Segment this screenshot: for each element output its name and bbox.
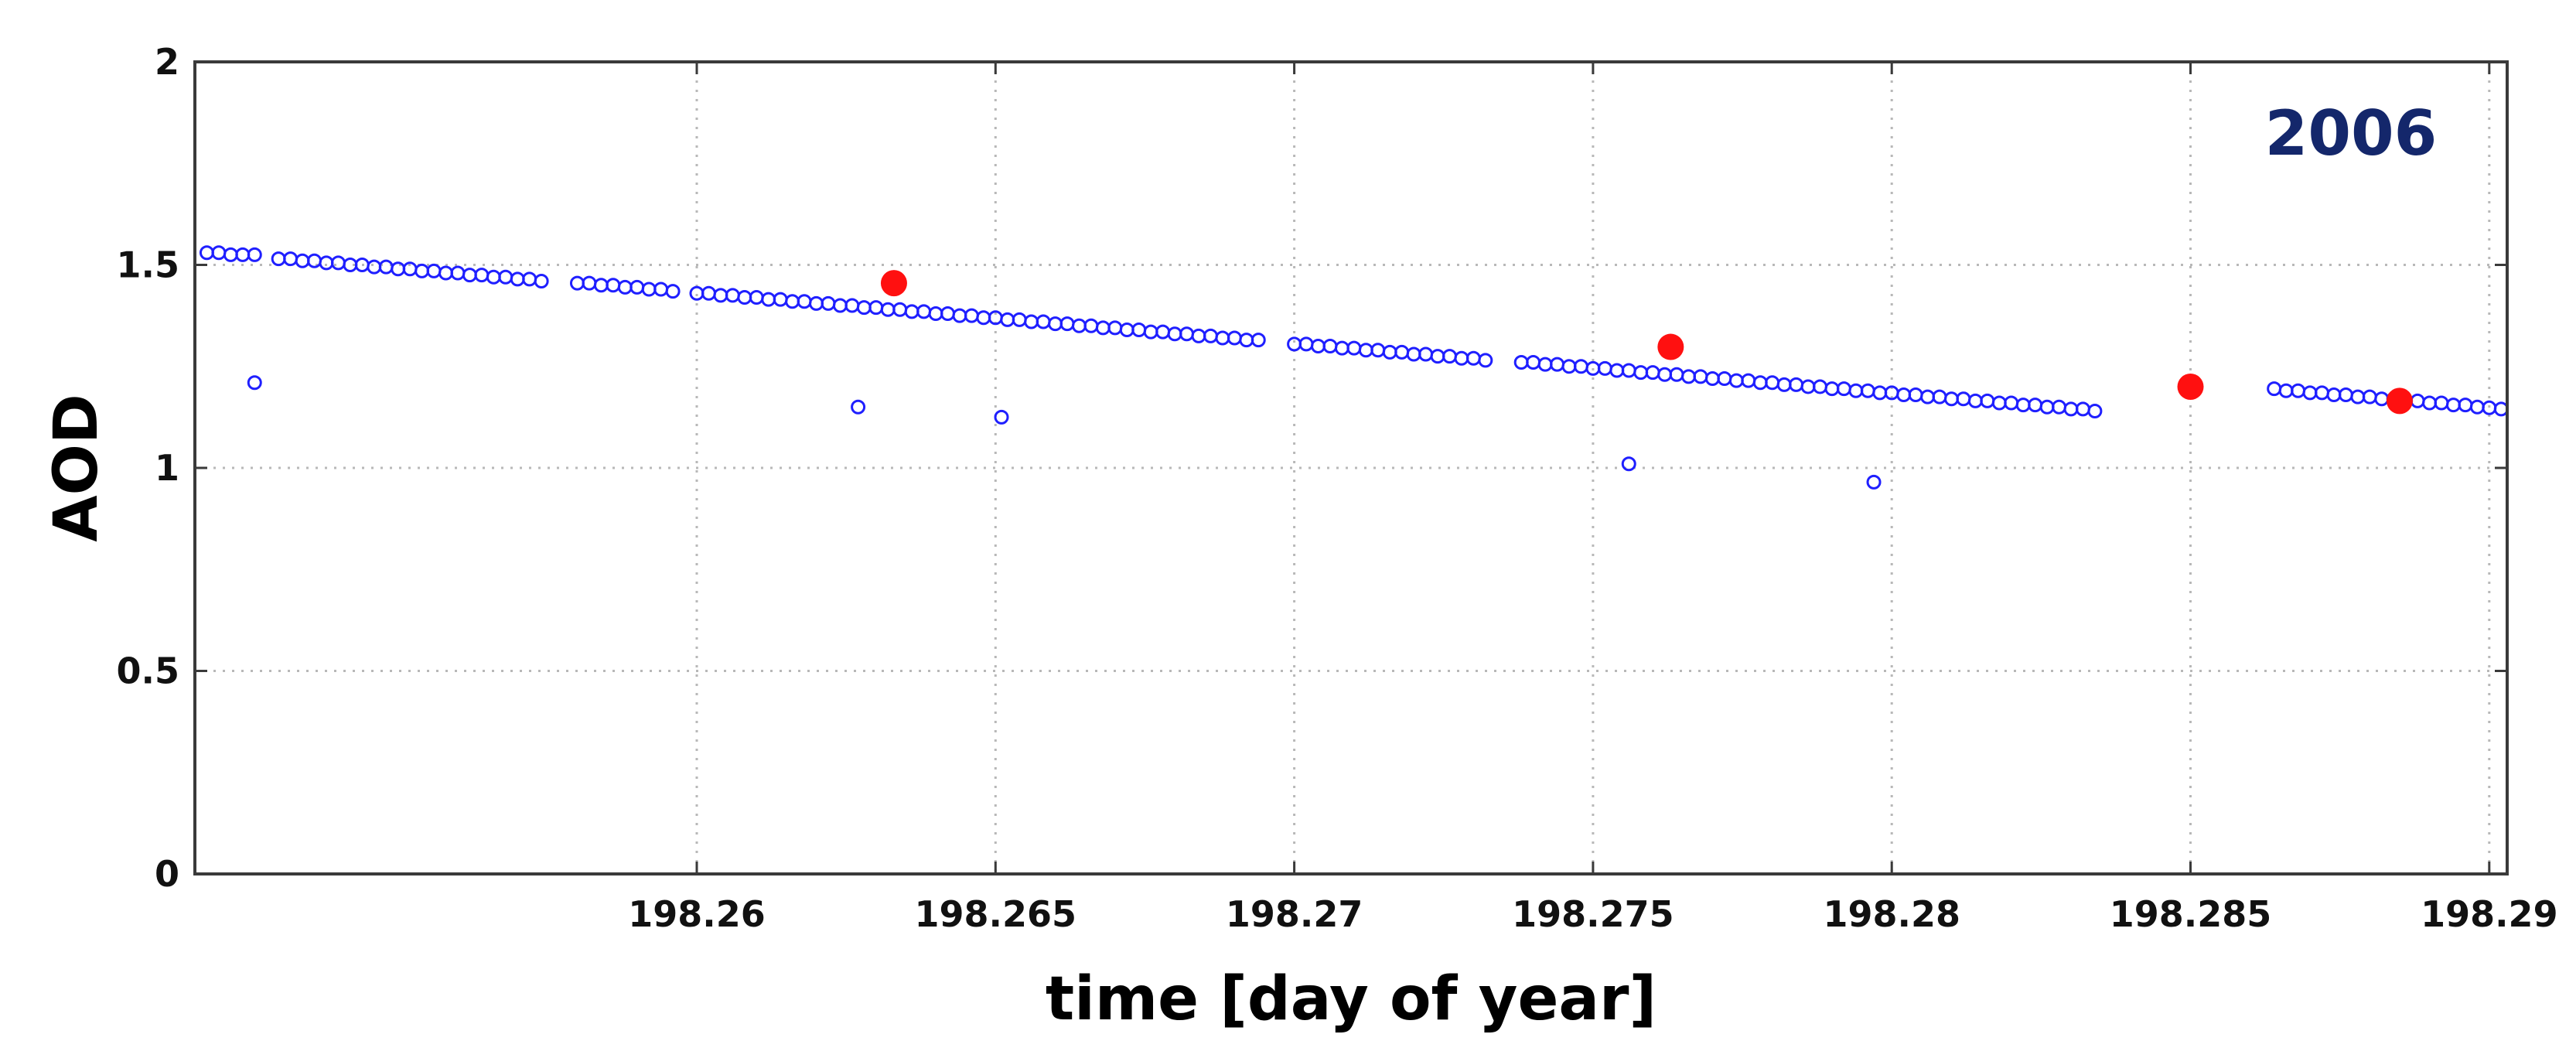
x-tick-label: 198.285 xyxy=(2110,893,2272,935)
x-tick-label: 198.265 xyxy=(915,893,1077,935)
y-tick-label: 1.5 xyxy=(117,244,180,286)
highlighted-point xyxy=(880,270,907,297)
highlighted-point xyxy=(2177,374,2204,400)
measurement-point xyxy=(1866,474,1882,490)
x-tick-label: 198.275 xyxy=(1512,893,1674,935)
y-tick-label: 1 xyxy=(155,447,179,489)
x-tick-label: 198.29 xyxy=(2421,893,2558,935)
y-tick-label: 0 xyxy=(155,853,179,895)
plot-background xyxy=(195,62,2507,874)
measurement-point xyxy=(2087,404,2103,418)
measurement-point xyxy=(665,284,681,299)
x-tick-label: 198.26 xyxy=(628,893,766,935)
measurement-point xyxy=(247,375,262,391)
measurement-point xyxy=(247,247,262,262)
y-tick-label: 0.5 xyxy=(117,650,180,692)
measurement-point xyxy=(1250,333,1266,348)
measurement-point xyxy=(1621,456,1636,472)
x-axis-title: time [day of year] xyxy=(1046,964,1656,1034)
x-tick-label: 198.27 xyxy=(1226,893,1363,935)
measurement-point xyxy=(851,399,866,415)
highlighted-point xyxy=(2386,387,2413,415)
measurement-point xyxy=(534,274,549,288)
y-tick-label: 2 xyxy=(155,41,179,83)
highlighted-point xyxy=(1657,333,1684,360)
x-tick-labels: 198.26 198.265 198.27 198.275 198.28 198.285 1… xyxy=(628,893,2557,935)
plot-frame xyxy=(193,60,2509,875)
y-tick-labels: 0 0.5 1 1.5 2 xyxy=(117,41,180,895)
year-annotation: 2006 xyxy=(2265,97,2438,169)
measurement-point xyxy=(1478,353,1493,368)
data-points xyxy=(199,245,2509,490)
y-axis-title: AOD xyxy=(42,394,111,541)
measurement-point xyxy=(994,409,1009,425)
x-tick-label: 198.28 xyxy=(1823,893,1960,935)
